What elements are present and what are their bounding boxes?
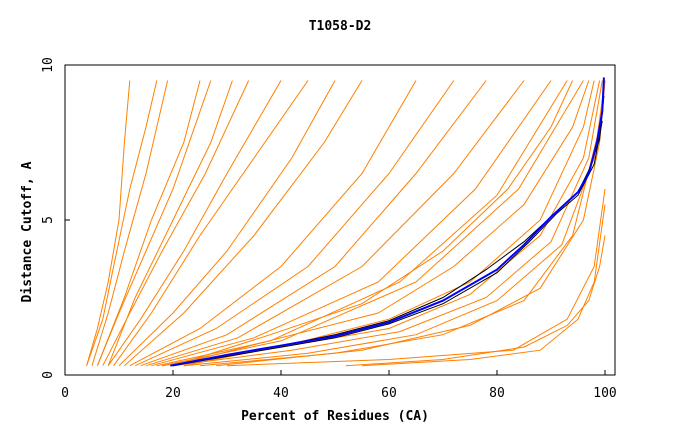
series-group <box>86 77 606 367</box>
series-line-orange-16 <box>156 80 568 367</box>
y-tick-label: 0 <box>41 371 56 379</box>
series-line-orange-19 <box>172 80 603 367</box>
x-tick-label: 60 <box>381 386 397 401</box>
series-line-orange-13 <box>140 80 487 367</box>
series-line-orange-0 <box>86 80 131 366</box>
series-line-orange-2 <box>91 80 169 366</box>
x-axis-label: Percent of Residues (CA) <box>241 409 429 424</box>
x-axis: 0 20 40 60 80 100 <box>61 370 617 401</box>
series-line-orange-1 <box>86 80 158 366</box>
series-line-orange-17 <box>162 80 584 367</box>
series-line-orange-27 <box>361 204 606 367</box>
series-line-black-30 <box>172 120 603 367</box>
series-line-blue-31 <box>170 77 605 367</box>
x-tick-label: 20 <box>165 386 181 401</box>
y-axis-label: Distance Cutoff, A <box>20 161 35 302</box>
y-tick-label: 10 <box>41 57 56 73</box>
series-line-orange-6 <box>107 80 282 366</box>
plot-frame <box>64 64 616 376</box>
series-line-orange-8 <box>113 80 309 366</box>
y-tick-label: 5 <box>41 216 56 224</box>
series-line-orange-5 <box>102 80 250 366</box>
series-line-orange-26 <box>345 235 606 367</box>
y-axis: 0 5 10 <box>41 57 70 379</box>
series-line-orange-23 <box>172 80 574 367</box>
series-line-orange-20 <box>183 80 606 367</box>
series-line-orange-25 <box>216 80 606 367</box>
x-tick-label: 100 <box>593 386 616 401</box>
series-line-orange-7 <box>107 80 233 366</box>
series-line-orange-28 <box>226 188 606 367</box>
x-tick-label: 40 <box>273 386 289 401</box>
series-line-orange-22 <box>172 80 590 367</box>
series-line-orange-14 <box>145 80 525 367</box>
series-line-orange-9 <box>118 80 336 367</box>
series-line-orange-10 <box>124 80 363 367</box>
series-line-orange-12 <box>134 80 455 367</box>
x-tick-label: 80 <box>489 386 505 401</box>
series-line-orange-4 <box>96 80 201 366</box>
series-line-orange-15 <box>151 80 552 367</box>
chart-title: T1058-D2 <box>309 19 372 34</box>
series-line-orange-11 <box>129 80 417 367</box>
x-tick-label: 0 <box>61 386 69 401</box>
